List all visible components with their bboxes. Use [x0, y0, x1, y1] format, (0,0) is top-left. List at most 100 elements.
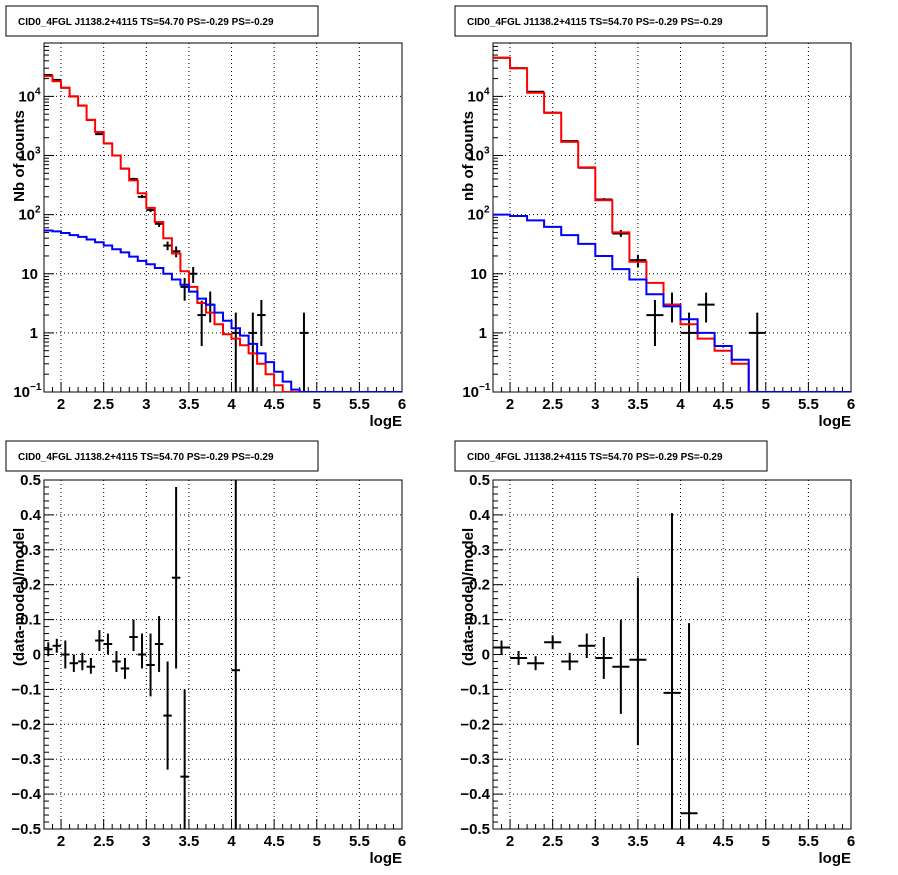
- x-tick-label: 3.5: [178, 833, 199, 850]
- x-tick-label: 6: [847, 833, 855, 850]
- y-tick-label: −0.1: [11, 681, 41, 698]
- x-axis-title: logE: [819, 413, 852, 430]
- y-tick-exponent: 3: [35, 146, 41, 157]
- x-tick-label: 5: [313, 833, 321, 850]
- y-tick-label: 10: [18, 207, 35, 224]
- x-tick-label: 3: [591, 833, 599, 850]
- x-axis-title: logE: [819, 850, 852, 867]
- x-tick-label: 4: [676, 833, 685, 850]
- y-tick-label: 0: [33, 647, 41, 664]
- x-tick-label: 3.5: [178, 396, 199, 413]
- chart-title: CID0_4FGL J1138.2+4115 TS=54.70 PS=-0.29…: [18, 452, 274, 463]
- x-tick-label: 6: [398, 396, 406, 413]
- y-tick-label: 0.3: [469, 542, 490, 559]
- y-tick-label: 10: [470, 266, 487, 283]
- x-tick-label: 2.5: [93, 396, 114, 413]
- y-tick-label: 0.3: [20, 542, 41, 559]
- x-tick-label: 4: [227, 396, 236, 413]
- x-tick-label: 5.5: [798, 833, 819, 850]
- y-tick-label: 10: [467, 207, 484, 224]
- x-tick-label: 5: [762, 396, 770, 413]
- y-tick-label: 10: [13, 384, 30, 401]
- y-tick-label: 0.2: [469, 577, 490, 594]
- x-tick-label: 5.5: [349, 396, 370, 413]
- x-tick-label: 2: [57, 396, 65, 413]
- y-tick-label: 0.2: [20, 577, 41, 594]
- plot-area: [493, 56, 851, 392]
- x-tick-label: 4.5: [264, 833, 285, 850]
- chart-title: CID0_4FGL J1138.2+4115 TS=54.70 PS=-0.29…: [18, 17, 274, 28]
- title-box: [5, 440, 319, 472]
- y-tick-label: 0: [482, 647, 490, 664]
- x-tick-label: 5: [762, 833, 770, 850]
- chart-panel-3: CID0_4FGL J1138.2+4115 TS=54.70 PS=-0.29…: [5, 440, 406, 867]
- title-box: [5, 5, 319, 37]
- x-tick-label: 2: [57, 833, 65, 850]
- x-axis-title: logE: [370, 850, 403, 867]
- y-tick-label: 0.4: [20, 507, 42, 524]
- series-total-model: [44, 75, 402, 392]
- x-tick-label: 3: [142, 396, 150, 413]
- y-tick-label: 0.1: [469, 612, 490, 629]
- y-tick-label: −0.4: [460, 786, 490, 803]
- chart-title: CID0_4FGL J1138.2+4115 TS=54.70 PS=-0.29…: [467, 17, 723, 28]
- x-tick-label: 6: [847, 396, 855, 413]
- y-axis-title: Nb of counts: [11, 110, 28, 202]
- chart-panel-4: CID0_4FGL J1138.2+4115 TS=54.70 PS=-0.29…: [454, 440, 855, 867]
- y-tick-label: −0.3: [11, 751, 41, 768]
- y-axis-title: (data-model)/model: [460, 528, 477, 666]
- y-tick-exponent: −1: [30, 382, 42, 393]
- x-axis-title: logE: [370, 413, 403, 430]
- y-tick-exponent: 4: [35, 86, 41, 97]
- x-tick-label: 4: [676, 396, 685, 413]
- y-tick-label: 0.5: [469, 472, 490, 489]
- chart-panel-2: CID0_4FGL J1138.2+4115 TS=54.70 PS=-0.29…: [454, 5, 855, 430]
- y-tick-exponent: −1: [479, 382, 491, 393]
- y-tick-label: 1: [30, 325, 38, 342]
- y-tick-label: −0.3: [460, 751, 490, 768]
- x-tick-label: 3: [142, 833, 150, 850]
- y-tick-label: −0.5: [460, 821, 490, 838]
- x-tick-label: 4: [227, 833, 236, 850]
- y-axis-title: (data-model)/model: [11, 528, 28, 666]
- x-tick-label: 3.5: [627, 833, 648, 850]
- x-tick-label: 2: [506, 396, 514, 413]
- y-tick-label: 0.5: [20, 472, 41, 489]
- y-tick-label: 0.1: [20, 612, 41, 629]
- y-tick-label: −0.4: [11, 786, 41, 803]
- y-tick-label: −0.2: [11, 716, 41, 733]
- y-tick-label: 10: [462, 384, 479, 401]
- y-tick-label: 10: [18, 148, 35, 165]
- series-source-model: [493, 213, 851, 392]
- plot-area: [44, 74, 402, 392]
- y-tick-exponent: 2: [484, 205, 490, 216]
- x-tick-label: 5: [313, 396, 321, 413]
- x-tick-label: 5.5: [349, 833, 370, 850]
- x-tick-label: 4.5: [713, 396, 734, 413]
- y-axis-title: nb of counts: [460, 111, 477, 201]
- series-source-model: [44, 229, 402, 392]
- x-tick-label: 4.5: [264, 396, 285, 413]
- y-tick-label: 10: [21, 266, 38, 283]
- y-tick-label: −0.1: [460, 681, 490, 698]
- chart-title: CID0_4FGL J1138.2+4115 TS=54.70 PS=-0.29…: [467, 452, 723, 463]
- y-tick-label: 1: [479, 325, 487, 342]
- x-tick-label: 3: [591, 396, 599, 413]
- y-tick-label: −0.2: [460, 716, 490, 733]
- y-tick-exponent: 4: [484, 86, 490, 97]
- y-tick-label: 0.4: [469, 507, 491, 524]
- y-tick-label: 10: [467, 88, 484, 105]
- y-tick-label: −0.5: [11, 821, 41, 838]
- x-tick-label: 5.5: [798, 396, 819, 413]
- x-tick-label: 6: [398, 833, 406, 850]
- series-residuals: [493, 513, 698, 829]
- x-tick-label: 4.5: [713, 833, 734, 850]
- x-tick-label: 2.5: [542, 833, 563, 850]
- y-tick-exponent: 2: [35, 205, 41, 216]
- title-box: [454, 440, 768, 472]
- series-residuals: [44, 480, 241, 829]
- plot-area: [44, 480, 241, 829]
- y-tick-exponent: 3: [484, 146, 490, 157]
